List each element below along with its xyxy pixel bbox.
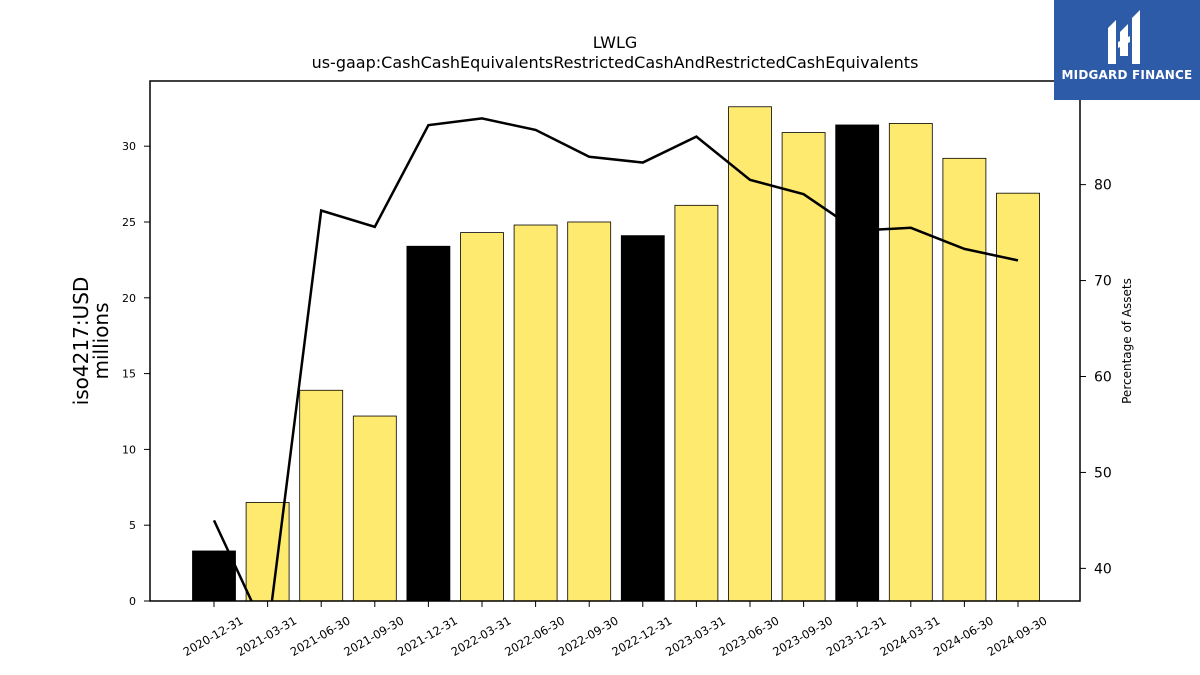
y-tick-label: 30 (122, 140, 136, 153)
bar-2020-12-31 (192, 550, 236, 602)
x-tick-label: 2020-12-31 (181, 613, 246, 659)
y-tick-label: 0 (129, 595, 136, 608)
chart-title: LWLG (593, 33, 638, 52)
y2-tick-label: 80 (1094, 178, 1112, 194)
x-tick-label: 2022-03-31 (449, 613, 514, 659)
x-tick-label: 2022-09-30 (556, 613, 621, 659)
x-tick-label: 2023-03-31 (663, 613, 728, 659)
x-tick-label: 2021-06-30 (288, 613, 353, 659)
bar-2022-12-31 (620, 235, 665, 602)
y2-tick-label: 50 (1094, 465, 1112, 481)
midgard-logo-icon (1108, 10, 1140, 64)
percentage-line (212, 117, 1019, 601)
left-axis-ticks: 0 5 10 15 20 25 30 (122, 140, 150, 608)
chart-subtitle: us-gaap:CashCashEquivalentsRestrictedCas… (312, 53, 919, 72)
bar-2022-03-31 (460, 232, 504, 602)
x-tick-label: 2024-09-30 (985, 613, 1050, 659)
y-tick-label: 15 (122, 368, 136, 381)
bar-2021-09-30 (352, 415, 397, 602)
bar-2024-06-30 (942, 157, 987, 602)
bar-2022-09-30 (567, 221, 612, 602)
y2-axis-label: Percentage of Assets (1120, 278, 1134, 404)
x-tick-label: 2022-12-31 (609, 613, 674, 659)
x-tick-label: 2023-12-31 (824, 613, 889, 659)
bar-2023-09-30 (781, 132, 826, 602)
y-axis-label: iso4217:USD (69, 277, 93, 406)
y-tick-label: 25 (122, 216, 136, 229)
y-axis-label-unit: millions (89, 302, 113, 379)
y-tick-label: 5 (129, 519, 136, 532)
bar-2021-12-31 (406, 245, 451, 602)
bar-2024-03-31 (888, 123, 933, 602)
logo-text: MIDGARD FINANCE (1061, 68, 1193, 82)
x-axis-ticks: 2020-12-312021-03-312021-06-302021-09-30… (181, 601, 1050, 659)
plot-frame (149, 80, 1081, 602)
right-axis-ticks: 40 50 60 70 80 (1080, 178, 1112, 577)
bar-2023-12-31 (835, 124, 880, 602)
x-tick-label: 2022-06-30 (502, 613, 567, 659)
y2-tick-label: 70 (1094, 274, 1112, 290)
y-tick-label: 20 (122, 292, 136, 305)
bar-2023-06-30 (728, 106, 772, 602)
x-tick-label: 2021-03-31 (234, 613, 299, 659)
bar-2021-06-30 (299, 389, 344, 602)
x-tick-label: 2021-12-31 (395, 613, 460, 659)
y2-tick-label: 40 (1094, 561, 1112, 577)
y-tick-label: 10 (122, 443, 136, 456)
x-tick-label: 2024-06-30 (931, 613, 996, 659)
bar-2022-06-30 (513, 224, 558, 602)
x-tick-label: 2024-03-31 (877, 613, 942, 659)
x-tick-label: 2021-09-30 (341, 613, 406, 659)
bar-group (192, 106, 1040, 602)
x-tick-label: 2023-09-30 (770, 613, 835, 659)
bar-2024-09-30 (996, 192, 1040, 602)
y2-tick-label: 60 (1094, 369, 1112, 385)
x-tick-label: 2023-06-30 (717, 613, 782, 659)
line-group (212, 117, 1019, 601)
bar-2023-03-31 (674, 204, 719, 602)
midgard-finance-logo: MIDGARD FINANCE (1054, 0, 1200, 100)
